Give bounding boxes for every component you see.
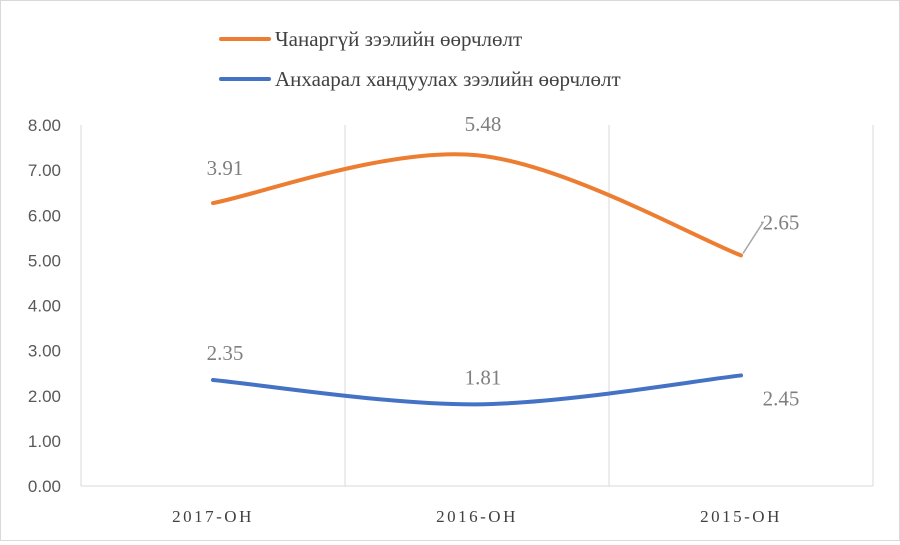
gridlines	[80, 125, 874, 486]
y-tick-label: 8.00	[28, 116, 61, 135]
y-tick-label: 0.00	[28, 477, 61, 496]
series-lines	[211, 152, 743, 407]
data-label-leader-line	[742, 221, 765, 254]
legend: Чанаргүй зээлийн өөрчлөлт Анхаарал хандуу…	[219, 27, 621, 91]
data-label: 1.81	[465, 365, 502, 389]
y-tick-label: 5.00	[28, 251, 61, 270]
y-tick-label: 3.00	[28, 342, 61, 361]
y-tick-label: 6.00	[28, 206, 61, 225]
legend-label: Анхаарал хандуулах зээлийн өөрчлөлт	[275, 67, 621, 91]
data-label: 5.48	[465, 112, 502, 136]
data-label: 2.45	[763, 386, 800, 410]
y-tick-label: 7.00	[28, 161, 61, 180]
data-label: 2.65	[763, 210, 800, 234]
y-tick-label: 1.00	[28, 432, 61, 451]
y-tick-label: 2.00	[28, 387, 61, 406]
data-labels: 3.91 5.48 2.65 2.35 1.81 2.45	[207, 112, 800, 410]
data-label: 2.35	[207, 341, 244, 365]
y-tick-label: 4.00	[28, 297, 61, 316]
axes: 0.00 1.00 2.00 3.00 4.00 5.00 6.00 7.00 8.00 2017…	[28, 116, 873, 526]
data-label: 3.91	[207, 156, 244, 180]
x-tick-label: 2015-ОН	[700, 507, 782, 526]
x-tick-label: 2017-ОН	[172, 507, 254, 526]
series-line-chanargui	[211, 152, 743, 258]
x-tick-label: 2016-ОН	[436, 507, 518, 526]
legend-label: Чанаргүй зээлийн өөрчлөлт	[275, 27, 522, 51]
series-line-ankhaaral	[211, 373, 743, 407]
